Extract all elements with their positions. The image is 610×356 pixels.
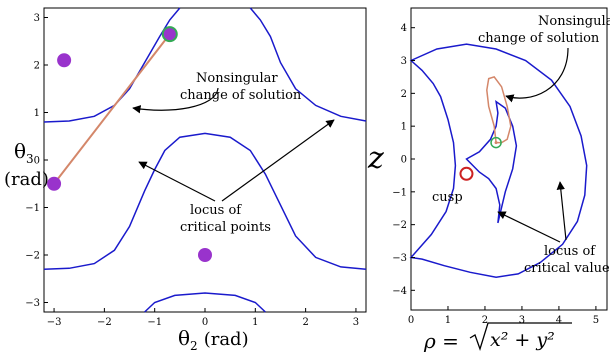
right-y-axis-label: z — [367, 141, 384, 176]
right-critical-arrow-1 — [556, 181, 567, 241]
right-y-ticks: −4 −3 −2 −1 0 1 2 3 4 — [392, 23, 415, 297]
right-nonsingular-line1: Nonsingular — [538, 14, 610, 29]
left-y-tick-label: 0 — [34, 156, 40, 167]
left-y-tick-label: 1 — [34, 108, 40, 119]
left-y-symbol: θ — [14, 139, 26, 163]
right-critical-line2: critical values — [524, 261, 610, 276]
left-nonsingular-arrow — [132, 87, 219, 114]
left-critical-curve-2 — [249, 7, 367, 122]
right-nonsingular-arrow — [505, 47, 569, 103]
right-critical-arrow-2 — [497, 211, 561, 243]
right-y-tick-label: −2 — [392, 220, 407, 231]
left-y-tick-label: −2 — [25, 251, 40, 262]
left-x-ticks: −3 −2 −1 0 1 2 3 — [47, 308, 359, 328]
left-nonsingular-line2: change of solution — [180, 88, 302, 103]
left-x-symbol: θ — [178, 326, 190, 350]
right-x-tick-label: 2 — [482, 315, 488, 326]
right-cusp-label: cusp — [432, 190, 463, 205]
left-x-tick-label: 1 — [252, 317, 258, 328]
left-plot-frame — [43, 7, 367, 313]
right-x-tick-label: 3 — [519, 315, 525, 326]
left-critical-line1: locus of — [190, 203, 242, 218]
right-y-tick-label: 2 — [401, 89, 407, 100]
left-y-tick-label: 2 — [34, 61, 40, 72]
right-cusp-marker — [459, 166, 474, 181]
right-x-tick-label: 1 — [445, 315, 451, 326]
right-solution-marker — [490, 136, 502, 149]
right-x-axis-label: ρ = x² + y² — [423, 322, 572, 353]
left-critical-line2: critical points — [180, 220, 271, 235]
sqrt-sign — [469, 322, 572, 352]
left-x-tick-label: −1 — [147, 317, 162, 328]
left-point-3 — [47, 176, 62, 191]
right-critical-line1: locus of — [544, 244, 596, 259]
right-y-tick-label: −4 — [392, 286, 407, 297]
left-y-ticks: −3 −2 −1 0 1 2 3 — [25, 13, 48, 309]
right-y-tick-label: 3 — [401, 56, 407, 67]
left-points — [47, 26, 212, 262]
right-y-tick-label: 0 — [401, 155, 407, 166]
left-nonsingular-line1: Nonsingular — [196, 71, 278, 86]
left-y-axis-label: θ3 — [14, 139, 34, 166]
right-x-tick-label: 4 — [556, 315, 562, 326]
left-start-marker — [161, 26, 178, 43]
left-critical-curve-3 — [43, 132, 367, 271]
left-x-tick-label: 0 — [202, 317, 208, 328]
left-x-subscript: 2 — [190, 339, 198, 353]
left-critical-curve-4 — [144, 292, 266, 313]
left-x-tick-label: 2 — [302, 317, 308, 328]
left-y-tick-label: −1 — [25, 203, 40, 214]
left-y-axis-unit: (rad) — [4, 169, 49, 190]
left-point-2 — [57, 53, 72, 68]
right-nonsingular-line2: change of solution — [478, 31, 600, 46]
right-y-tick-label: −3 — [392, 253, 407, 264]
right-critical-curve-1 — [409, 43, 588, 278]
left-x-tick-label: −3 — [47, 317, 62, 328]
left-critical-curves — [43, 7, 367, 313]
left-x-unit: (rad) — [204, 329, 249, 350]
left-path-line — [53, 33, 171, 185]
left-x-axis-label: θ2 (rad) — [178, 326, 249, 353]
left-y-tick-label: 3 — [34, 13, 40, 24]
right-solution-dot — [494, 141, 498, 145]
right-x-tick-label: 0 — [408, 315, 414, 326]
right-x-radicand: x² + y² — [490, 329, 555, 351]
right-y-tick-label: 4 — [401, 23, 407, 34]
right-y-tick-label: 1 — [401, 122, 407, 133]
left-critical-arrow-1 — [138, 161, 216, 202]
right-path-curve — [486, 76, 512, 144]
right-y-tick-label: −1 — [392, 187, 407, 198]
left-critical-curve-1 — [43, 7, 181, 123]
left-y-tick-label: −3 — [25, 298, 40, 309]
right-x-lhs: ρ = — [423, 329, 459, 353]
left-x-tick-label: −2 — [97, 317, 112, 328]
left-y-subscript: 3 — [26, 152, 34, 166]
left-x-tick-label: 3 — [353, 317, 359, 328]
left-point-1 — [162, 27, 177, 42]
right-x-ticks: 0 1 2 3 4 5 — [408, 306, 599, 326]
left-critical-arrow-2 — [221, 119, 335, 202]
right-x-tick-label: 5 — [593, 315, 599, 326]
right-plot: 0 1 2 3 4 5 −4 −3 −2 −1 0 1 2 3 4 z ρ = x² + y² Nonsi… — [367, 7, 610, 353]
left-point-4 — [198, 248, 212, 262]
